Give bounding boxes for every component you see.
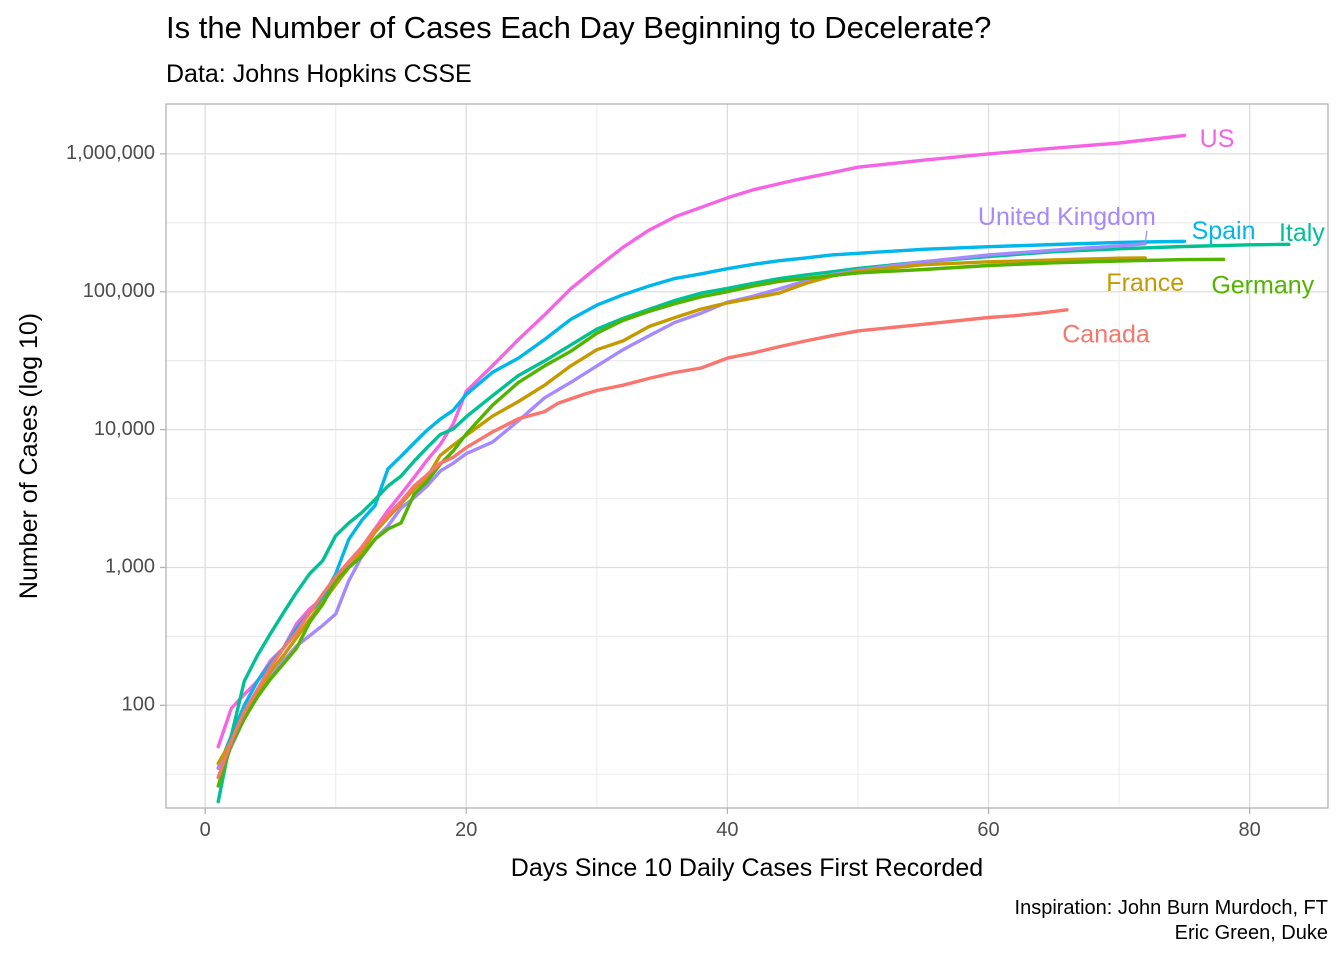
y-tick-label: 10,000 <box>94 418 155 440</box>
grid-lines <box>166 104 1328 808</box>
caption-inspiration: Inspiration: John Burn Murdoch, FT <box>1014 897 1328 919</box>
series-label-us: US <box>1200 125 1235 153</box>
panel-border <box>165 103 1329 809</box>
series-labels: US Spain Italy United Kingdom France Germany C… <box>978 125 1325 348</box>
y-tick-label: 1,000,000 <box>66 142 155 164</box>
series-line-spain <box>216 239 1187 770</box>
series-label-canada: Canada <box>1062 320 1150 348</box>
series-line-germany <box>216 257 1226 788</box>
y-tick-label: 100,000 <box>83 280 155 302</box>
series-label-spain: Spain <box>1192 217 1256 245</box>
series-line-france <box>216 256 1147 765</box>
series-label-france: France <box>1106 269 1184 297</box>
series-label-germany: Germany <box>1211 272 1314 300</box>
uk-label-leader <box>1144 230 1148 244</box>
x-tick-label: 40 <box>716 819 738 841</box>
caption-author: Eric Green, Duke <box>1174 922 1328 944</box>
y-tick-label: 1,000 <box>105 556 155 578</box>
chart-title: Is the Number of Cases Each Day Beginnin… <box>166 10 992 45</box>
series-label-united-kingdom: United Kingdom <box>978 203 1156 231</box>
x-tick-label: 60 <box>977 819 999 841</box>
y-tick-label: 100 <box>122 694 155 716</box>
series-line-united-kingdom <box>216 242 1147 770</box>
chart-subtitle: Data: Johns Hopkins CSSE <box>166 60 472 88</box>
y-axis-title: Number of Cases (log 10) <box>15 313 43 599</box>
x-tick-label: 80 <box>1239 819 1261 841</box>
series-lines <box>216 133 1291 804</box>
series-line-canada <box>216 308 1069 780</box>
series-line-us <box>216 133 1187 749</box>
axes: 0 20 40 60 80 100 1,000 10,000 100,000 1,000,000 <box>66 103 1329 841</box>
x-tick-label: 20 <box>455 819 477 841</box>
x-axis-title: Days Since 10 Daily Cases First Recorded <box>511 854 983 882</box>
series-label-italy: Italy <box>1279 219 1325 247</box>
x-tick-label: 0 <box>200 819 211 841</box>
